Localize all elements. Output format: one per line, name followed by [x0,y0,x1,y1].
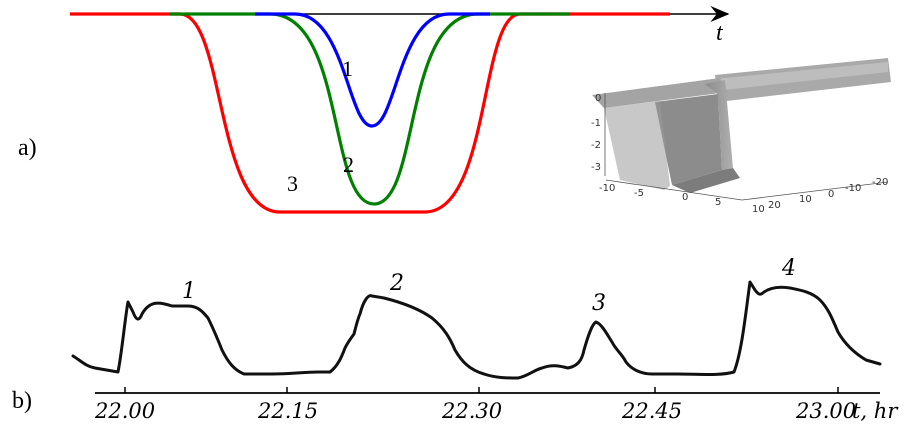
panel-b-tick-label-3: 22.45 [621,399,682,423]
inset-x-axis [605,179,743,201]
pulse-label-1: 1 [182,279,196,304]
pulse-label-2: 2 [389,271,404,296]
inset-y-axis [741,181,889,201]
curve-1-label: 1 [342,56,353,81]
panel-b-trace [71,280,882,380]
inset-z-tick-1: -1 [591,118,601,129]
inset-x-tick-4: 10 [752,204,765,215]
panel-b-axis-label: t, hr [852,399,899,423]
curve-3-label: 3 [287,171,298,196]
panel-b-tick-label-2: 22.30 [441,399,502,423]
panel-a: t 1 2 3 a) 0 -1 [18,6,891,215]
surface-trench-right-wall [705,80,733,170]
inset-x-tick-3: 5 [715,197,721,208]
curve-2-label: 2 [343,152,354,177]
panel-a-axis-label: t [716,20,724,46]
inset-y-tick-0: 20 [768,200,781,211]
inset-z-tick-2: -2 [591,140,601,151]
panel-b: b) 22.00 22.15 22.30 22.45 23.00 t, hr 1… [12,256,899,423]
inset-y-tick-1: 10 [799,194,812,205]
surface-front-face [604,101,670,190]
curve-2 [170,12,570,206]
surface-back-plateau-top [705,62,888,92]
inset-y-tick-2: 0 [828,189,834,200]
inset-z-tick-0: 0 [595,93,601,104]
inset-y-tick-3: -10 [845,183,861,194]
curve-3 [70,12,670,214]
surface-trench-floor [672,168,740,193]
inset-x-tick-2: 0 [682,192,688,203]
pulse-label-3: 3 [592,291,606,316]
panel-b-label: b) [12,388,32,414]
inset-z-tick-3: -3 [591,162,601,173]
pulse-label-4: 4 [781,256,796,281]
inset-x-tick-0: -10 [599,183,615,194]
panel-a-label: a) [18,135,37,161]
panel-b-tick-label-0: 22.00 [94,399,155,423]
surface-front-plateau [592,78,728,108]
panel-b-tick-label-1: 22.15 [257,399,318,423]
inset-x-tick-1: -5 [634,188,644,199]
surface-inset: 0 -1 -2 -3 -10 -5 0 5 10 20 10 0 -10 -20 [591,58,891,215]
inset-y-tick-4: -20 [872,177,888,188]
curve-1 [255,12,490,128]
surface-trench-left-wall [655,94,722,185]
panel-b-tick-label-4: 23.00 [795,399,856,423]
